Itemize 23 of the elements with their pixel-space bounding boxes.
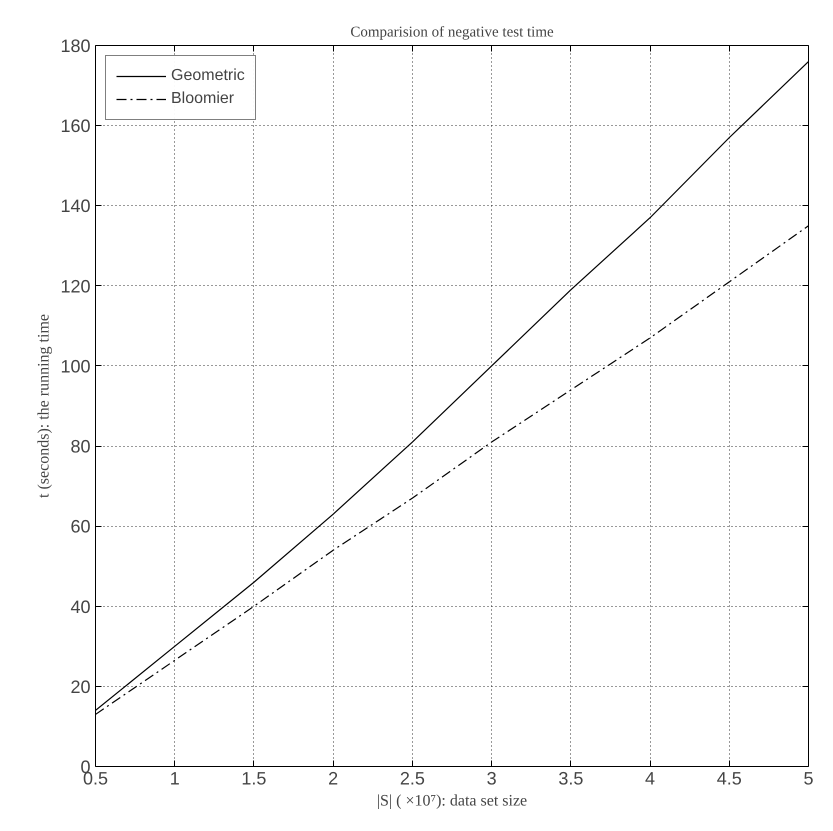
x-axis-title: |S| ( ×10⁷): data set size <box>376 792 528 810</box>
x-tick-label: 2 <box>328 768 338 788</box>
x-tick-label: 1 <box>170 768 180 788</box>
x-tick-label: 5 <box>803 768 814 788</box>
y-tick-label: 40 <box>70 596 91 617</box>
x-tick-label: 4 <box>645 768 656 788</box>
y-tick-label: 160 <box>60 116 91 136</box>
chart-title: Comparision of negative test time <box>350 24 554 40</box>
y-tick-label: 140 <box>60 196 91 216</box>
x-tick-label: 4.5 <box>716 768 742 788</box>
x-tick-label: 2.5 <box>400 768 425 788</box>
y-tick-label: 20 <box>70 676 91 697</box>
y-tick-label: 100 <box>60 356 91 376</box>
legend-label: Geometric <box>171 67 245 85</box>
x-tick-label: 3.5 <box>558 768 584 788</box>
y-axis-title: t (seconds): the running time <box>35 314 52 498</box>
x-tick-label: 1.5 <box>241 768 266 788</box>
y-tick-label: 180 <box>60 36 91 56</box>
y-tick-label: 80 <box>70 436 91 457</box>
y-tick-label: 60 <box>70 516 91 537</box>
legend-label: Bloomier <box>171 90 234 108</box>
x-tick-label: 3 <box>486 768 497 788</box>
y-tick-label: 120 <box>60 276 91 296</box>
